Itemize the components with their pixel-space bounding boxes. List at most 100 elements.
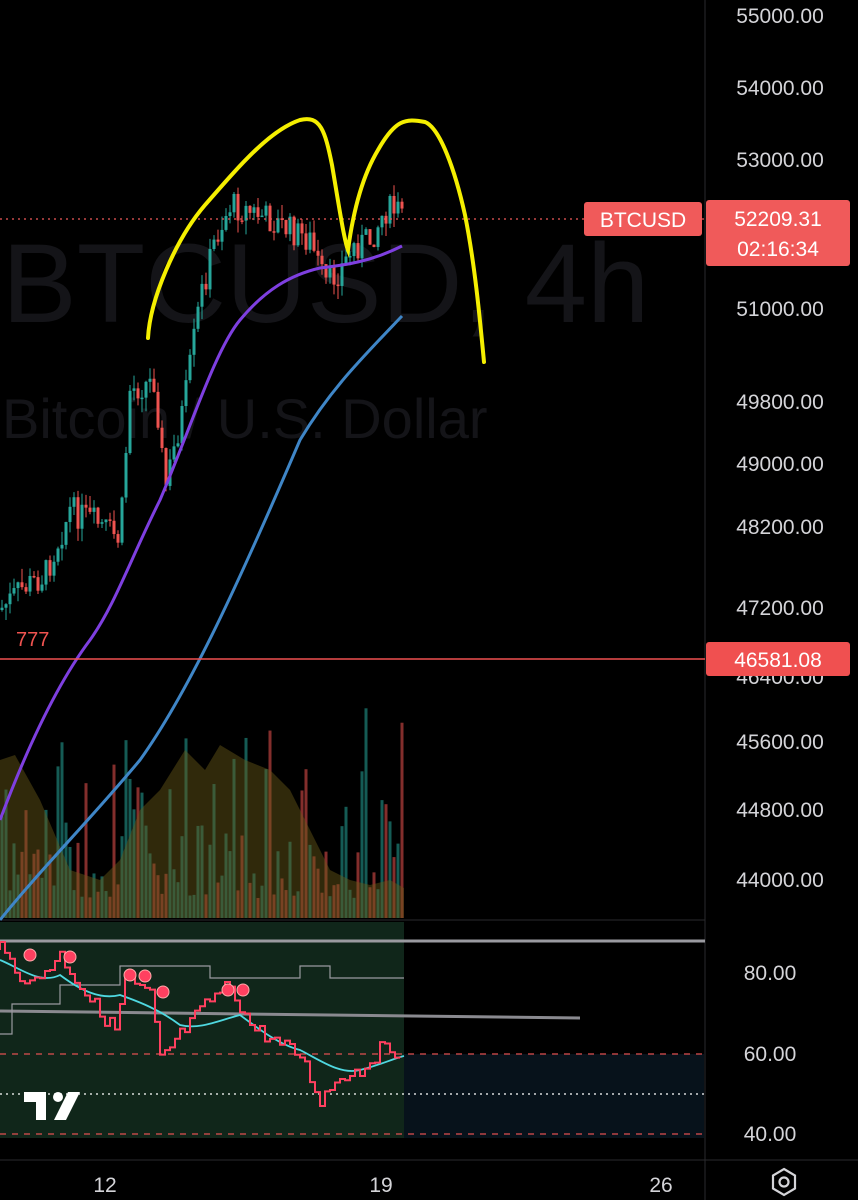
volume-bar	[280, 878, 284, 918]
candle-body	[348, 256, 352, 258]
volume-bar	[356, 852, 360, 918]
candle-body	[400, 201, 404, 209]
last-price-tag	[706, 200, 850, 266]
candle-body	[60, 544, 64, 549]
candle-body	[360, 234, 364, 259]
candle-body	[160, 427, 164, 449]
volume-bar	[108, 896, 112, 918]
volume-bar	[104, 891, 108, 918]
volume-bar	[200, 825, 204, 918]
candle-body	[148, 378, 152, 382]
candle-body	[340, 263, 344, 286]
volume-bar	[44, 809, 48, 918]
candle-body	[284, 219, 288, 235]
volume-bar	[56, 766, 60, 918]
candle-body	[220, 229, 224, 242]
volume-bar	[20, 851, 24, 918]
settings-hexagon-icon[interactable]	[771, 1167, 797, 1197]
volume-bar	[212, 784, 216, 918]
candle-body	[304, 233, 308, 250]
candle-body	[24, 587, 28, 592]
volume-bar	[192, 894, 196, 918]
volume-bar	[236, 890, 240, 918]
volume-bar	[72, 890, 76, 918]
volume-bar	[148, 853, 152, 918]
volume-bar	[312, 856, 316, 918]
candle-body	[40, 584, 44, 591]
candle-body	[36, 577, 40, 591]
candle-body	[156, 391, 160, 428]
oscillator-tick-label: 80.00	[744, 962, 797, 985]
volume-bar	[0, 816, 4, 918]
candle-body	[16, 582, 20, 589]
volume-bar	[136, 787, 140, 918]
tradingview-logo[interactable]	[24, 1092, 80, 1120]
candle-body	[308, 232, 312, 250]
candle-body	[252, 207, 256, 213]
candle-body	[300, 223, 304, 234]
volume-bar	[300, 790, 304, 918]
price-tick-label: 51000.00	[736, 298, 824, 321]
volume-bar	[48, 854, 52, 918]
volume-bar	[132, 809, 136, 918]
volume-bar	[316, 868, 320, 918]
oscillator-signal-dot	[63, 950, 77, 964]
candle-body	[20, 582, 24, 588]
candle-body	[196, 306, 200, 329]
candle-body	[248, 205, 252, 213]
price-tick-label: 45600.00	[736, 731, 824, 754]
volume-bar	[176, 882, 180, 918]
watermark-name: Bitcoin / U.S. Dollar	[2, 387, 488, 450]
candle-body	[256, 207, 260, 217]
candle-body	[204, 283, 208, 290]
candle-body	[388, 195, 392, 224]
candle-body	[72, 497, 76, 507]
volume-bar	[264, 769, 268, 918]
volume-bar	[204, 894, 208, 918]
candle-body	[152, 378, 156, 392]
candle-body	[68, 506, 72, 523]
candle-body	[96, 507, 100, 524]
volume-bar	[128, 778, 132, 918]
volume-bar	[320, 892, 324, 918]
volume-bar	[348, 889, 352, 918]
oscillator-main-line	[0, 941, 401, 1107]
volume-area	[0, 745, 404, 918]
volume-bar	[376, 889, 380, 918]
price-tick-label: 47200.00	[736, 597, 824, 620]
candle-body	[380, 215, 384, 228]
candle-body	[4, 604, 8, 608]
volume-bar	[28, 874, 32, 918]
volume-bar	[216, 882, 220, 918]
volume-bar	[152, 863, 156, 918]
marked-level-tag	[706, 642, 850, 676]
candle-body	[48, 560, 52, 576]
candle-body	[104, 519, 108, 523]
volume-bar	[196, 825, 200, 918]
candle-body	[244, 205, 248, 221]
candle-body	[336, 284, 340, 287]
volume-bar	[332, 885, 336, 918]
volume-bar	[188, 895, 192, 918]
moving-averages-layer	[0, 244, 404, 921]
candle-body	[332, 265, 336, 285]
candle-body	[192, 328, 196, 355]
price-tick-label: 54000.00	[736, 77, 824, 100]
volume-bar	[232, 758, 236, 918]
volume-bar	[180, 836, 184, 918]
candle-body	[316, 250, 320, 256]
candle-body	[376, 227, 380, 247]
volume-bar	[8, 890, 12, 918]
candle-body	[0, 607, 4, 610]
time-tick-label: 19	[369, 1174, 392, 1197]
candle-body	[356, 243, 360, 259]
volume-bar	[360, 771, 364, 918]
volume-bar	[340, 826, 344, 918]
candle-body	[92, 507, 96, 512]
volume-bar	[244, 737, 248, 918]
volume-bar	[60, 742, 64, 918]
countdown-value: 02:16:34	[737, 238, 819, 261]
price-tick-label: 44000.00	[736, 869, 824, 892]
price-tick-label: 49800.00	[736, 391, 824, 414]
